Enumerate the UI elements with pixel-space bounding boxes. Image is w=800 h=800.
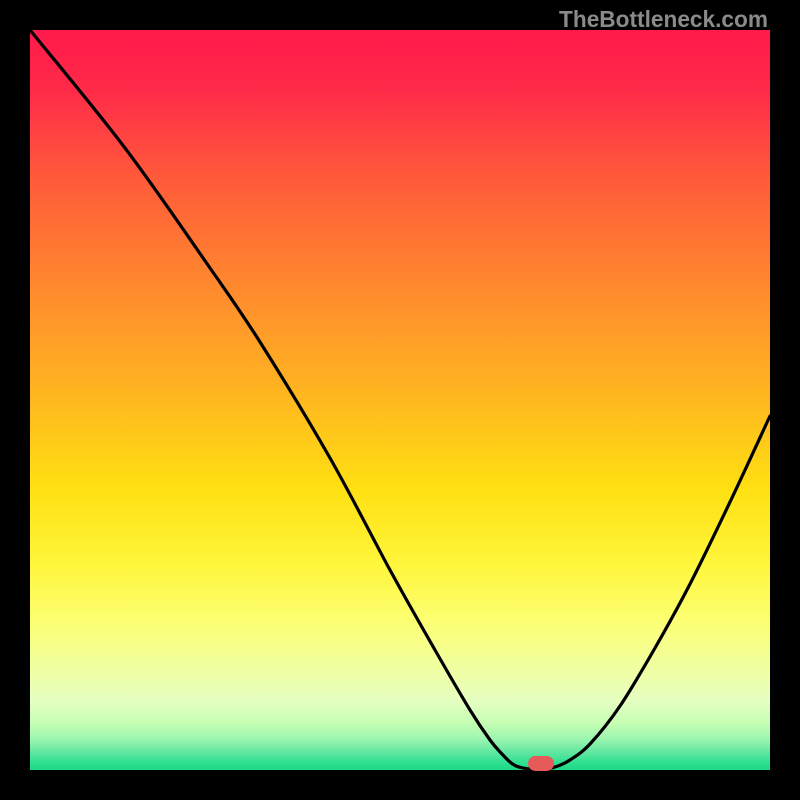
- watermark-label: TheBottleneck.com: [559, 6, 768, 33]
- plot-area: [30, 30, 770, 770]
- outer-frame: TheBottleneck.com: [0, 0, 800, 800]
- bottleneck-curve: [30, 30, 770, 770]
- minimum-marker: [528, 756, 554, 771]
